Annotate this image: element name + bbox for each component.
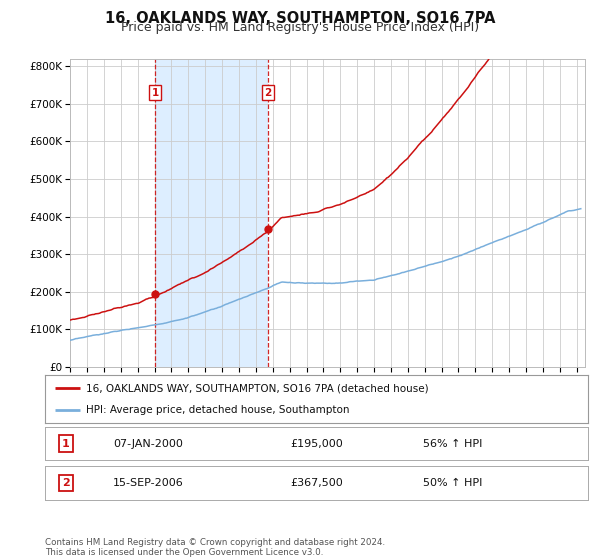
Text: 56% ↑ HPI: 56% ↑ HPI bbox=[422, 438, 482, 449]
Text: 1: 1 bbox=[62, 438, 70, 449]
Text: Contains HM Land Registry data © Crown copyright and database right 2024.
This d: Contains HM Land Registry data © Crown c… bbox=[45, 538, 385, 557]
Bar bbox=[155, 59, 268, 367]
Text: £195,000: £195,000 bbox=[290, 438, 343, 449]
Text: 16, OAKLANDS WAY, SOUTHAMPTON, SO16 7PA (detached house): 16, OAKLANDS WAY, SOUTHAMPTON, SO16 7PA … bbox=[86, 383, 428, 393]
Text: £367,500: £367,500 bbox=[290, 478, 343, 488]
Text: 07-JAN-2000: 07-JAN-2000 bbox=[113, 438, 183, 449]
Text: Price paid vs. HM Land Registry's House Price Index (HPI): Price paid vs. HM Land Registry's House … bbox=[121, 21, 479, 34]
Text: 50% ↑ HPI: 50% ↑ HPI bbox=[422, 478, 482, 488]
Text: 15-SEP-2006: 15-SEP-2006 bbox=[113, 478, 184, 488]
Text: 2: 2 bbox=[62, 478, 70, 488]
Text: 1: 1 bbox=[152, 87, 159, 97]
Text: 16, OAKLANDS WAY, SOUTHAMPTON, SO16 7PA: 16, OAKLANDS WAY, SOUTHAMPTON, SO16 7PA bbox=[105, 11, 495, 26]
Text: HPI: Average price, detached house, Southampton: HPI: Average price, detached house, Sout… bbox=[86, 405, 349, 415]
Text: 2: 2 bbox=[264, 87, 271, 97]
